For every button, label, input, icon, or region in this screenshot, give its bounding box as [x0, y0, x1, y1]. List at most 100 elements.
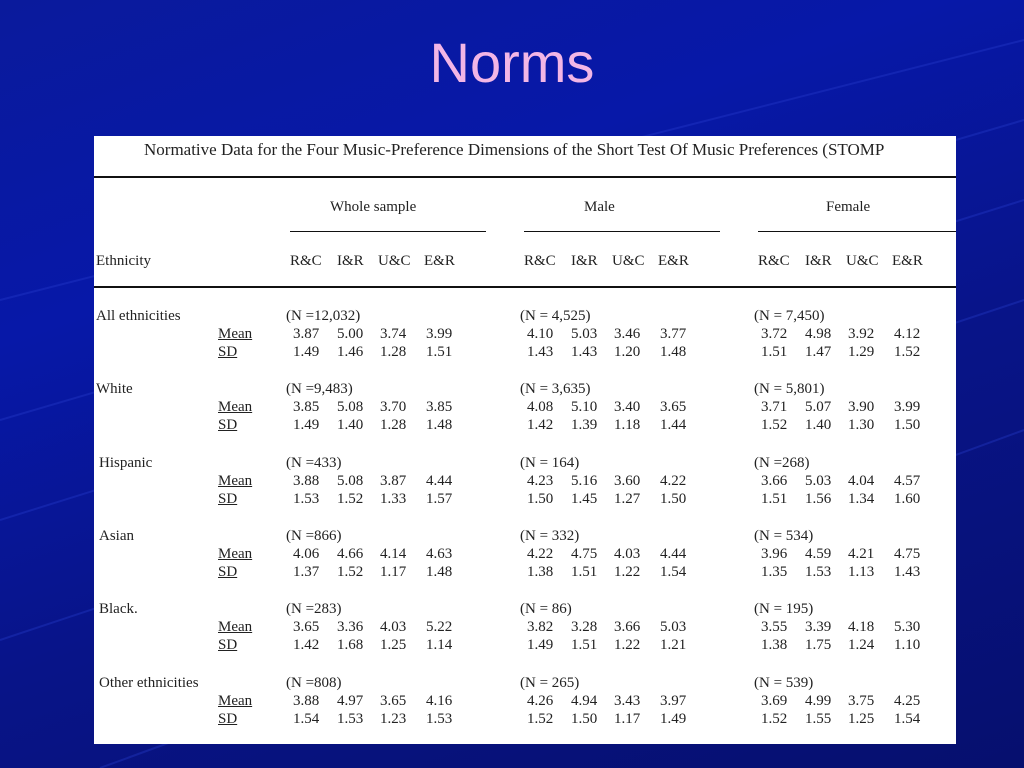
mean-value: 4.94	[571, 693, 598, 709]
mean-value: 4.16	[426, 693, 453, 709]
mean-value: 3.60	[614, 473, 641, 489]
sd-value: 1.48	[426, 564, 453, 580]
mean-label: Mean	[218, 399, 253, 415]
sd-value: 1.51	[761, 344, 788, 360]
mean-value: 4.97	[337, 693, 364, 709]
mean-value: 4.44	[426, 473, 453, 489]
dim-header-whole-3: E&R	[424, 253, 455, 269]
sample-size: (N =808)	[286, 675, 342, 691]
sd-value: 1.21	[660, 637, 687, 653]
header-rule	[94, 286, 956, 288]
mean-value: 4.99	[805, 693, 832, 709]
sd-value: 1.29	[848, 344, 875, 360]
mean-value: 3.96	[761, 546, 788, 562]
sd-value: 1.25	[380, 637, 407, 653]
sample-size: (N =433)	[286, 455, 342, 471]
group-header-whole: Whole sample	[330, 199, 417, 215]
mean-value: 4.26	[527, 693, 554, 709]
sd-value: 1.49	[293, 344, 320, 360]
mean-value: 4.06	[293, 546, 320, 562]
mean-value: 3.69	[761, 693, 788, 709]
mean-value: 4.23	[527, 473, 554, 489]
mean-value: 3.85	[426, 399, 453, 415]
sd-label: SD	[218, 417, 238, 433]
sd-value: 1.43	[894, 564, 921, 580]
sample-size: (N = 195)	[754, 601, 814, 617]
sd-value: 1.52	[761, 417, 788, 433]
mean-value: 5.16	[571, 473, 598, 489]
dim-header-male-0: R&C	[524, 253, 556, 269]
mean-value: 3.82	[527, 619, 554, 635]
dim-header-whole-2: U&C	[378, 253, 411, 269]
mean-value: 4.03	[614, 546, 641, 562]
group-header-female: Female	[826, 199, 871, 215]
mean-value: 4.22	[527, 546, 554, 562]
mean-value: 3.65	[660, 399, 687, 415]
mean-value: 3.28	[571, 619, 598, 635]
sd-value: 1.38	[761, 637, 788, 653]
mean-value: 3.39	[805, 619, 832, 635]
sd-value: 1.40	[805, 417, 832, 433]
sd-value: 1.18	[614, 417, 641, 433]
sd-value: 1.17	[614, 711, 641, 727]
sd-value: 1.34	[848, 491, 875, 507]
sd-value: 1.37	[293, 564, 320, 580]
sd-value: 1.14	[426, 637, 453, 653]
mean-value: 3.70	[380, 399, 407, 415]
sample-size: (N =283)	[286, 601, 342, 617]
mean-value: 4.21	[848, 546, 875, 562]
sd-value: 1.50	[527, 491, 554, 507]
sd-label: SD	[218, 344, 238, 360]
dim-header-whole-1: I&R	[337, 253, 364, 269]
sd-value: 1.54	[894, 711, 921, 727]
sd-value: 1.52	[761, 711, 788, 727]
sd-value: 1.53	[805, 564, 832, 580]
mean-value: 3.97	[660, 693, 687, 709]
sample-size: (N =12,032)	[286, 308, 361, 324]
sd-value: 1.20	[614, 344, 641, 360]
ethnicity-label: Asian	[99, 528, 134, 544]
sd-value: 1.44	[660, 417, 687, 433]
mean-value: 4.22	[660, 473, 687, 489]
sd-value: 1.51	[426, 344, 453, 360]
sd-value: 1.52	[337, 491, 364, 507]
mean-value: 4.10	[527, 326, 554, 342]
sd-value: 1.52	[894, 344, 921, 360]
sd-value: 1.53	[293, 491, 320, 507]
mean-value: 3.46	[614, 326, 641, 342]
mean-label: Mean	[218, 326, 253, 342]
sd-value: 1.33	[380, 491, 407, 507]
mean-value: 3.75	[848, 693, 875, 709]
sample-size: (N = 164)	[520, 455, 580, 471]
dim-header-male-1: I&R	[571, 253, 598, 269]
sample-size: (N = 5,801)	[754, 381, 825, 397]
sample-size: (N = 265)	[520, 675, 580, 691]
mean-value: 4.03	[380, 619, 407, 635]
dim-header-male-3: E&R	[658, 253, 689, 269]
mean-value: 4.75	[894, 546, 921, 562]
mean-value: 5.03	[805, 473, 832, 489]
ethnicity-label: Hispanic	[99, 455, 153, 471]
mean-value: 3.55	[761, 619, 788, 635]
sd-value: 1.68	[337, 637, 364, 653]
sd-value: 1.49	[660, 711, 687, 727]
sd-value: 1.48	[660, 344, 687, 360]
mean-value: 4.08	[527, 399, 554, 415]
sample-size: (N = 7,450)	[754, 308, 825, 324]
slide-title: Norms	[429, 31, 595, 94]
sd-value: 1.47	[805, 344, 832, 360]
sd-value: 1.25	[848, 711, 875, 727]
mean-value: 4.98	[805, 326, 832, 342]
mean-label: Mean	[218, 473, 253, 489]
sd-value: 1.51	[761, 491, 788, 507]
sd-value: 1.45	[571, 491, 598, 507]
mean-value: 3.99	[894, 399, 921, 415]
sd-label: SD	[218, 711, 238, 727]
dim-header-male-2: U&C	[612, 253, 645, 269]
sample-size: (N =9,483)	[286, 381, 353, 397]
mean-value: 4.75	[571, 546, 598, 562]
mean-value: 4.44	[660, 546, 687, 562]
group-rule-whole	[290, 231, 486, 232]
sd-value: 1.46	[337, 344, 364, 360]
mean-value: 5.08	[337, 399, 364, 415]
